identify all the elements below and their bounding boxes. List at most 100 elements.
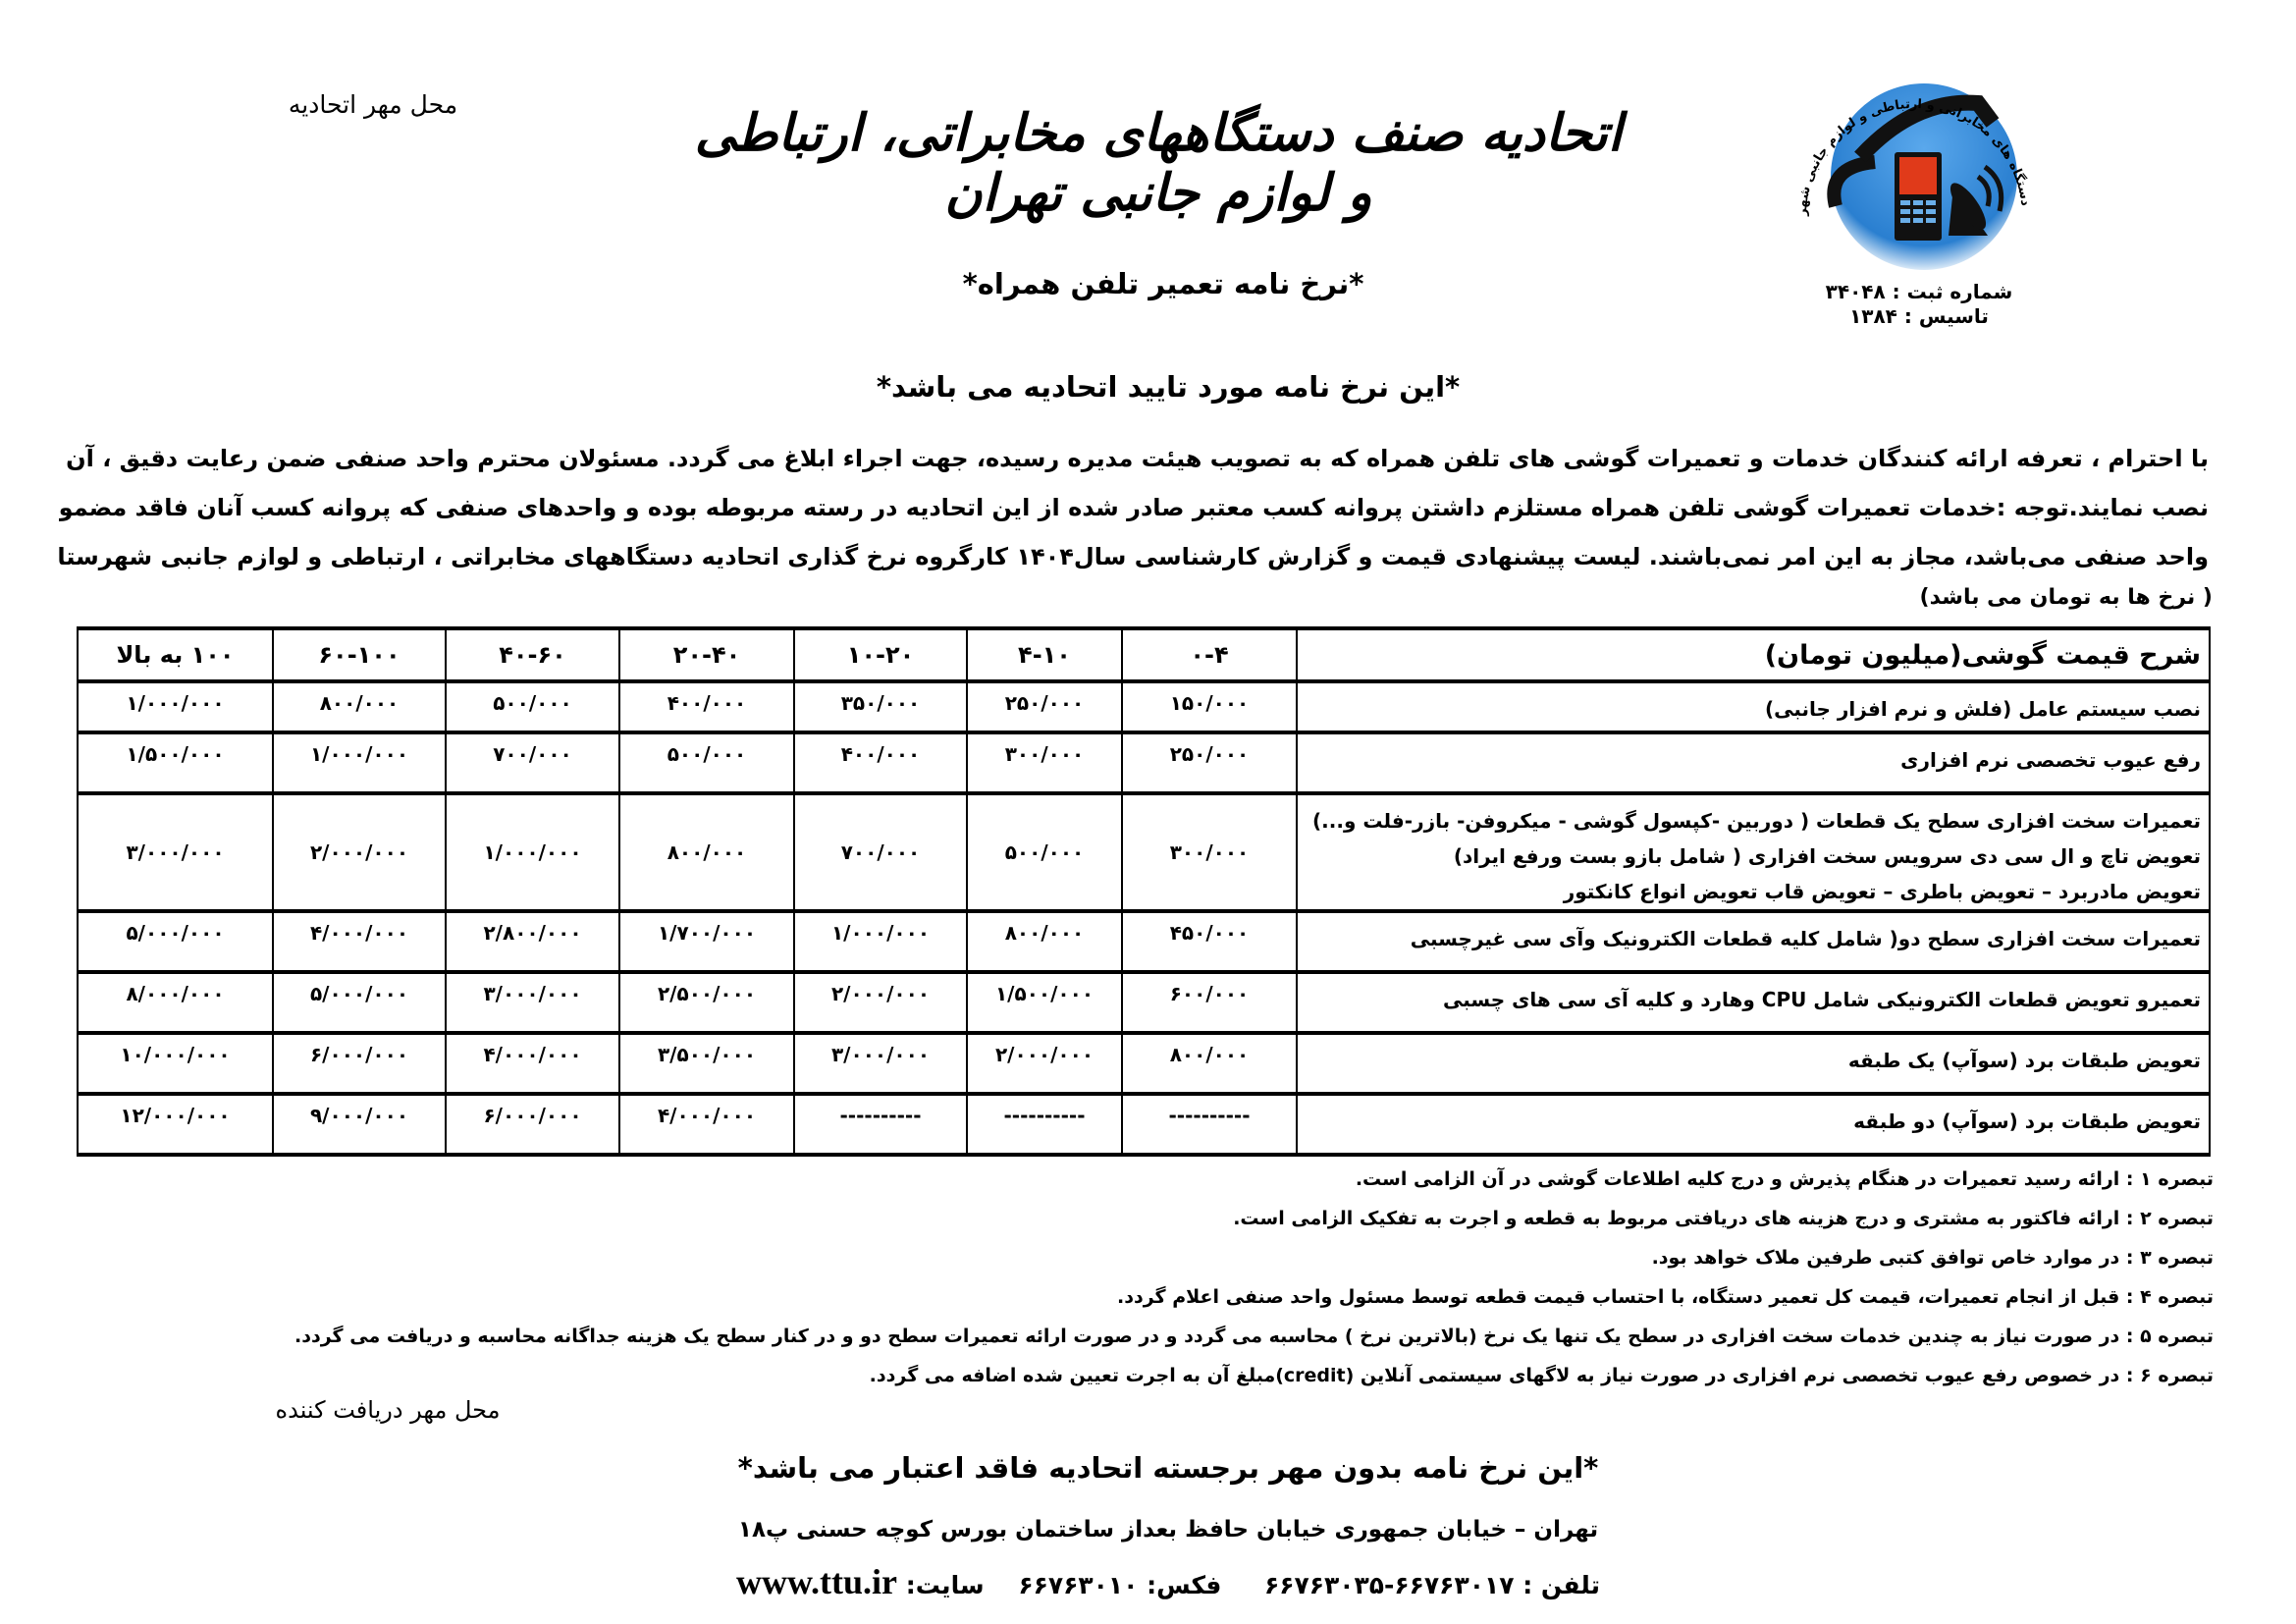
receiver-stamp-placeholder: محل مهر دریافت کننده: [275, 1396, 501, 1424]
price-cell: ۱۰/۰۰۰/۰۰۰: [77, 1031, 274, 1096]
table-row: رفع عیوب تخصصی نرم افزاری ۲۵۰/۰۰۰ ۳۰۰/۰۰۰ ۴…: [77, 731, 2211, 795]
union-stamp-placeholder: محل مهر اتحادیه: [288, 90, 458, 119]
approval-statement: *این نرخ نامه مورد تایید اتحادیه می باشد…: [876, 370, 1461, 404]
service-description: تعمیرو تعویض قطعات الکترونیکی شامل CPU و…: [1296, 970, 2211, 1035]
description-line: تعمیرات سخت افزاری سطح دو( شامل کلیه قطع…: [1410, 927, 2201, 950]
table-row: تعمیرات سخت افزاری سطح یک قطعات ( دوربین…: [77, 791, 2211, 913]
column-header-price-range: ۰-۴: [1121, 626, 1298, 683]
column-header-price-range: ۴-۱۰: [966, 626, 1123, 683]
service-description: نصب سیستم عامل (فلش و نرم افزار جانبی): [1296, 679, 2211, 734]
price-cell: ۴۵۰/۰۰۰: [1121, 909, 1298, 974]
intro-line: نصب نمایند.توجه :خدمات تعمیرات گوشی تلفن…: [59, 494, 2209, 521]
column-header-description: شرح قیمت گوشی(میلیون تومان): [1296, 626, 2211, 683]
price-cell: ۵۰۰/۰۰۰: [618, 731, 795, 795]
price-cell: ۲/۸۰۰/۰۰۰: [445, 909, 620, 974]
price-cell: ۵/۰۰۰/۰۰۰: [77, 909, 274, 974]
price-cell: ۴۰۰/۰۰۰: [793, 731, 968, 795]
price-cell: ۷۰۰/۰۰۰: [793, 791, 968, 913]
description-line: رفع عیوب تخصصی نرم افزاری: [1900, 748, 2201, 772]
column-header-price-range: ۶۰-۱۰۰: [272, 626, 447, 683]
price-cell: ۲/۵۰۰/۰۰۰: [618, 970, 795, 1035]
contact-info: تلفن : ۶۶۷۶۳۰۱۷-۶۶۷۶۳۰۳۵ فکس: ۶۶۷۶۳۰۱۰ س…: [589, 1561, 1747, 1602]
site-label: سایت:: [905, 1571, 985, 1599]
table-row: تعمیرات سخت افزاری سطح دو( شامل کلیه قطع…: [77, 909, 2211, 974]
page-title: اتحادیه صنف دستگاههای مخابراتی، ارتباطی …: [694, 103, 1623, 223]
price-cell: ۸۰۰/۰۰۰: [966, 909, 1123, 974]
description-line: تعویض طبقات برد (سوآپ) یک طبقه: [1847, 1049, 2201, 1072]
price-cell: ۱/۵۰۰/۰۰۰: [77, 731, 274, 795]
repair-price-table: شرح قیمت گوشی(میلیون تومان) ۰-۴ ۴-۱۰ ۱۰-۲۰ ۲…: [77, 626, 2211, 1157]
note-item: تبصره ۲ : ارائه فاکتور به مشتری و درج هز…: [1233, 1208, 2214, 1229]
price-cell: ----------: [793, 1092, 968, 1157]
column-header-price-range: ۲۰-۴۰: [618, 626, 795, 683]
service-description: تعویض طبقات برد (سوآپ) دو طبقه: [1296, 1092, 2211, 1157]
table-header-row: شرح قیمت گوشی(میلیون تومان) ۰-۴ ۴-۱۰ ۱۰-۲۰ ۲…: [77, 626, 2211, 683]
price-cell: ۲/۰۰۰/۰۰۰: [793, 970, 968, 1035]
price-cell: ۴۰۰/۰۰۰: [618, 679, 795, 734]
website-link[interactable]: www.ttu.ir: [736, 1562, 897, 1601]
price-cell: ۵/۰۰۰/۰۰۰: [272, 970, 447, 1035]
price-cell: ۱/۵۰۰/۰۰۰: [966, 970, 1123, 1035]
note-item: تبصره ۱ : ارائه رسید تعمیرات در هنگام پذ…: [1355, 1168, 2214, 1190]
price-cell: ۴/۰۰۰/۰۰۰: [272, 909, 447, 974]
intro-line: با احترام ، تعرفه ارائه کنندگان خدمات و …: [59, 445, 2209, 472]
description-line: نصب سیستم عامل (فلش و نرم افزار جانبی): [1764, 697, 2201, 721]
service-description: رفع عیوب تخصصی نرم افزاری: [1296, 731, 2211, 795]
service-description: تعمیرات سخت افزاری سطح دو( شامل کلیه قطع…: [1296, 909, 2211, 974]
column-header-price-range: ۱۰۰ به بالا: [77, 626, 274, 683]
description-line: تعمیرات سخت افزاری سطح یک قطعات ( دوربین…: [1312, 809, 2201, 833]
description-line: تعویض طبقات برد (سوآپ) دو طبقه: [1853, 1110, 2201, 1133]
price-cell: ۳۰۰/۰۰۰: [966, 731, 1123, 795]
price-cell: ۶/۰۰۰/۰۰۰: [272, 1031, 447, 1096]
price-cell: ۳/۰۰۰/۰۰۰: [77, 791, 274, 913]
fax-number: فکس: ۶۶۷۶۳۰۱۰: [1018, 1571, 1222, 1599]
note-item: تبصره ۳ : در موارد خاص توافق کتبی طرفین …: [1651, 1247, 2214, 1269]
price-cell: ----------: [1121, 1092, 1298, 1157]
note-item: تبصره ۶ : در خصوص رفع عیوب تخصصی نرم افز…: [869, 1365, 2214, 1386]
price-cell: ۸/۰۰۰/۰۰۰: [77, 970, 274, 1035]
price-cell: ۸۰۰/۰۰۰: [1121, 1031, 1298, 1096]
price-cell: ۱/۷۰۰/۰۰۰: [618, 909, 795, 974]
currency-note: ( نرخ ها به تومان می باشد): [1919, 585, 2213, 610]
price-cell: ۵۰۰/۰۰۰: [966, 791, 1123, 913]
validity-warning: *این نرخ نامه بدون مهر برجسته اتحادیه فا…: [737, 1451, 1599, 1485]
price-cell: ۲/۰۰۰/۰۰۰: [272, 791, 447, 913]
table-row: تعویض طبقات برد (سوآپ) یک طبقه ۸۰۰/۰۰۰ ۲/۰…: [77, 1031, 2211, 1096]
price-cell: ۱/۰۰۰/۰۰۰: [272, 731, 447, 795]
column-header-price-range: ۱۰-۲۰: [793, 626, 968, 683]
price-cell: ۳/۰۰۰/۰۰۰: [793, 1031, 968, 1096]
address: تهران – خیابان جمهوری خیابان حافظ بعداز …: [737, 1517, 1599, 1543]
table-row: نصب سیستم عامل (فلش و نرم افزار جانبی) ۱۵…: [77, 679, 2211, 734]
description-line: تعویض تاچ و ال سی دی سرویس سخت افزاری ( …: [1453, 844, 2201, 868]
document-subtitle: *نرخ نامه تعمیر تلفن همراه*: [962, 267, 1364, 300]
price-cell: ۱۵۰/۰۰۰: [1121, 679, 1298, 734]
service-description: تعمیرات سخت افزاری سطح یک قطعات ( دوربین…: [1296, 791, 2211, 913]
price-cell: ۸۰۰/۰۰۰: [272, 679, 447, 734]
intro-line: واحد صنفی می‌باشد، مجاز به این امر نمی‌ب…: [59, 543, 2209, 570]
price-cell: ۳/۵۰۰/۰۰۰: [618, 1031, 795, 1096]
table-row: تعمیرو تعویض قطعات الکترونیکی شامل CPU و…: [77, 970, 2211, 1035]
price-cell: ۸۰۰/۰۰۰: [618, 791, 795, 913]
price-cell: ۶۰۰/۰۰۰: [1121, 970, 1298, 1035]
price-cell: ----------: [966, 1092, 1123, 1157]
note-item: تبصره ۴ : قبل از انجام تعمیرات، قیمت کل …: [1117, 1286, 2214, 1308]
price-cell: ۱/۰۰۰/۰۰۰: [77, 679, 274, 734]
price-cell: ۱/۰۰۰/۰۰۰: [793, 909, 968, 974]
phone-numbers: تلفن : ۶۶۷۶۳۰۱۷-۶۶۷۶۳۰۳۵: [1263, 1571, 1600, 1599]
price-cell: ۶/۰۰۰/۰۰۰: [445, 1092, 620, 1157]
registration-number: شماره ثبت : ۳۴۰۴۸: [1825, 280, 2013, 303]
price-cell: ۲۵۰/۰۰۰: [1121, 731, 1298, 795]
price-cell: ۳۵۰/۰۰۰: [793, 679, 968, 734]
table-row: تعویض طبقات برد (سوآپ) دو طبقه ----------…: [77, 1092, 2211, 1157]
price-cell: ۹/۰۰۰/۰۰۰: [272, 1092, 447, 1157]
union-logo: اتحادیه صنف دستگاه های مخابراتی و ارتباط…: [1759, 38, 2061, 334]
description-line: تعویض مادربرد – تعویض باطری – تعویض قاب …: [1563, 880, 2201, 903]
price-cell: ۱/۰۰۰/۰۰۰: [445, 791, 620, 913]
price-cell: ۱۲/۰۰۰/۰۰۰: [77, 1092, 274, 1157]
founded-year: تاسیس : ۱۳۸۴: [1849, 304, 1989, 328]
price-cell: ۵۰۰/۰۰۰: [445, 679, 620, 734]
price-cell: ۴/۰۰۰/۰۰۰: [618, 1092, 795, 1157]
price-cell: ۷۰۰/۰۰۰: [445, 731, 620, 795]
price-cell: ۲/۰۰۰/۰۰۰: [966, 1031, 1123, 1096]
column-header-price-range: ۴۰-۶۰: [445, 626, 620, 683]
